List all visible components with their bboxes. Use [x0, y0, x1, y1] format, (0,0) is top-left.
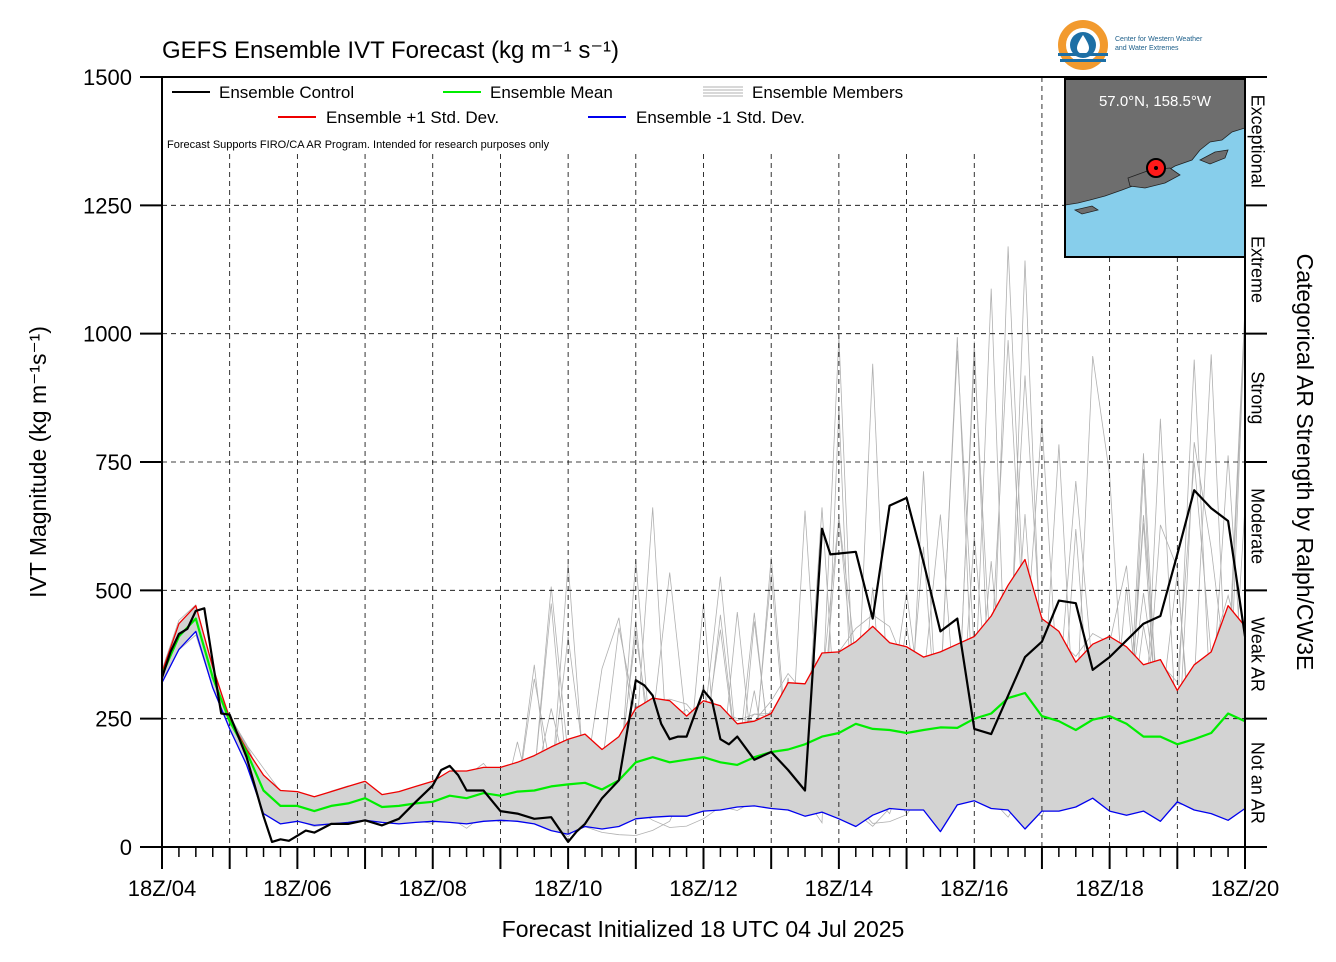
axis-layer: 0 250 500 750 1000 1250 1500 18Z/04 18Z/06 18Z/08… [83, 65, 1279, 901]
category-label: Weak AR [1247, 617, 1267, 692]
y-tick-label: 1250 [83, 193, 132, 218]
chart-title: GEFS Ensemble IVT Forecast (kg m⁻¹ s⁻¹) [162, 37, 619, 64]
category-label: Strong [1247, 371, 1267, 424]
category-label: Exceptional [1247, 95, 1267, 188]
x-tick-label: 18Z/08 [399, 876, 468, 901]
x-tick-label: 18Z/12 [669, 876, 738, 901]
x-axis-label: Forecast Initialized 18 UTC 04 Jul 2025 [502, 916, 905, 942]
legend-swatch-members [703, 86, 743, 97]
logo-text-line2: and Water Extremes [1115, 45, 1179, 52]
x-tick-label: 18Z/06 [263, 876, 332, 901]
series-line-ensemble-control [160, 489, 1247, 843]
std-dev-band [162, 559, 1245, 835]
x-tick-label: 18Z/10 [534, 876, 603, 901]
legend: Ensemble Control Ensemble Mean Ensemble … [167, 83, 903, 151]
y-tick-label: 750 [95, 450, 132, 475]
right-axis-label: Categorical AR Strength by Ralph/CW3E [1292, 254, 1318, 671]
x-tick-label: 18Z/20 [1211, 876, 1280, 901]
legend-label-members: Ensemble Members [752, 83, 903, 102]
y-tick-label: 500 [95, 578, 132, 603]
cw3e-logo: Center for Western Weather and Water Ext… [1058, 20, 1203, 70]
category-label: Extreme [1247, 236, 1267, 303]
std-dev-band-layer [162, 559, 1245, 835]
y-tick-label: 0 [120, 835, 132, 860]
y-tick-label: 250 [95, 707, 132, 732]
disclaimer-text: Forecast Supports FIRO/CA AR Program. In… [167, 139, 550, 151]
y-tick-label: 1500 [83, 65, 132, 90]
legend-label-plus-std: Ensemble +1 Std. Dev. [326, 108, 499, 127]
category-label: Not an AR [1247, 742, 1267, 824]
series-layer [160, 489, 1247, 843]
location-label: 57.0°N, 158.5°W [1099, 93, 1212, 110]
legend-label-mean: Ensemble Mean [490, 83, 613, 102]
y-tick-label: 1000 [83, 322, 132, 347]
category-label: Moderate [1247, 488, 1267, 564]
legend-label-control: Ensemble Control [219, 83, 354, 102]
location-inset-map: 57.0°N, 158.5°W [1064, 78, 1246, 258]
grid-layer [162, 77, 1245, 847]
legend-label-minus-std: Ensemble -1 Std. Dev. [636, 108, 805, 127]
x-tick-label: 18Z/04 [128, 876, 197, 901]
y-axis-label: IVT Magnitude (kg m⁻¹s⁻¹) [25, 326, 51, 598]
logo-text-line1: Center for Western Weather [1115, 36, 1203, 43]
x-tick-label: 18Z/18 [1075, 876, 1144, 901]
series-line-ensemble-1-std-dev- [161, 558, 1246, 798]
x-tick-label: 18Z/16 [940, 876, 1009, 901]
x-tick-label: 18Z/14 [805, 876, 874, 901]
series-line-ensemble-mean [160, 617, 1246, 813]
